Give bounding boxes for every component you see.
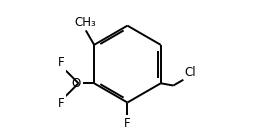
Text: F: F [58, 97, 64, 110]
Text: F: F [124, 117, 131, 130]
Text: F: F [58, 56, 64, 69]
Text: CH₃: CH₃ [74, 16, 96, 29]
Text: O: O [72, 77, 81, 90]
Text: Cl: Cl [184, 66, 196, 79]
